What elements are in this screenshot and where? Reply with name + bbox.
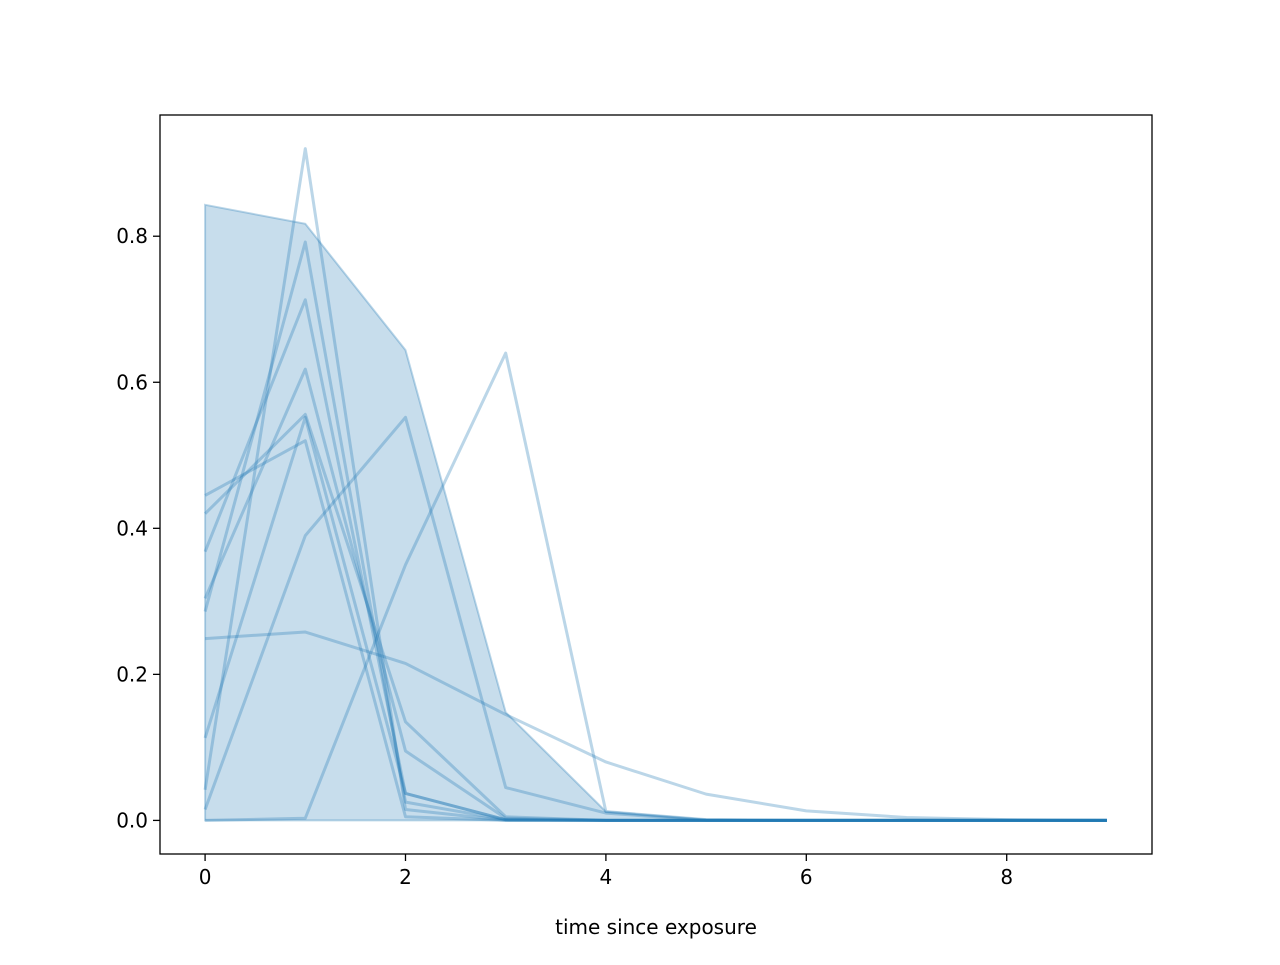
series-line-8 <box>205 351 1107 822</box>
lines-layer <box>203 147 1107 822</box>
y-tick-label: 0.2 <box>116 662 148 686</box>
series-line-6 <box>204 439 1107 822</box>
y-tick-label: 0.8 <box>116 224 148 248</box>
ticks-layer: 0 2 4 6 8 0.0 0.2 0.4 0.6 0.8 <box>116 224 1013 889</box>
series-line-2 <box>203 298 1107 822</box>
x-tick-label: 6 <box>800 865 813 889</box>
x-tick-label: 2 <box>399 865 412 889</box>
x-axis-label: time since exposure <box>555 915 757 939</box>
y-tick-label: 0.6 <box>116 370 148 394</box>
series-line-0 <box>203 147 1107 822</box>
x-tick-label: 0 <box>199 865 212 889</box>
series-line-1 <box>203 240 1107 822</box>
series-line-4 <box>204 412 1107 822</box>
x-tick-label: 4 <box>600 865 613 889</box>
axes-frame <box>159 114 1153 855</box>
confidence-band <box>204 203 1107 822</box>
series-line-7 <box>203 415 1107 822</box>
band-layer <box>204 203 1107 822</box>
y-tick-label: 0.4 <box>116 516 148 540</box>
series-line-5 <box>203 415 1107 822</box>
series-line-3 <box>203 367 1107 822</box>
series-line-9 <box>204 630 1107 822</box>
y-tick-label: 0.0 <box>116 808 148 832</box>
x-tick-label: 8 <box>1000 865 1013 889</box>
